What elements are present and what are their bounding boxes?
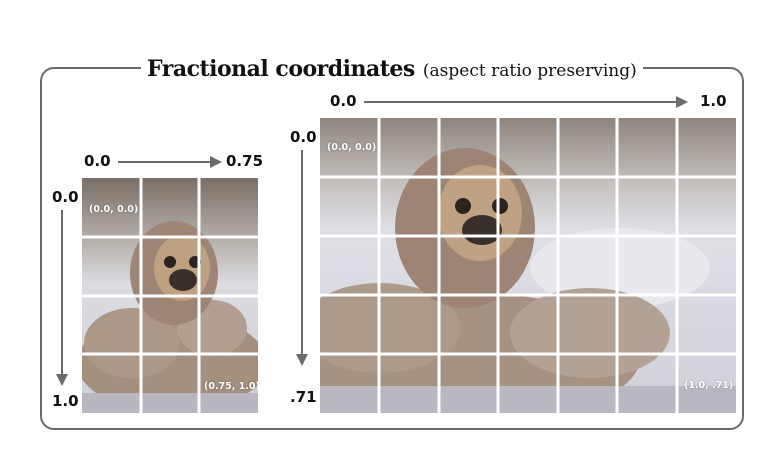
title-subtitle: (aspect ratio preserving) — [422, 61, 637, 81]
right-photo-grid: (0.0, 0.0) (1.0, .71) — [320, 118, 736, 413]
left-x-start-label: 0.0 — [84, 152, 111, 170]
left-photo-grid: (0.0, 0.0) (0.75, 1.0) — [82, 178, 258, 413]
right-x-start-label: 0.0 — [330, 92, 357, 110]
diagram-title: Fractional coordinates (aspect ratio pre… — [141, 52, 643, 86]
left-top-left-cell-label: (0.0, 0.0) — [89, 204, 139, 215]
left-y-axis-arrow — [56, 210, 68, 386]
right-y-axis-arrow — [296, 150, 308, 366]
pug-in-blanket-photo-icon — [82, 178, 258, 413]
right-grid-lines — [320, 118, 736, 413]
right-top-left-cell-label: (0.0, 0.0) — [327, 142, 377, 153]
right-y-start-label: 0.0 — [290, 128, 317, 146]
left-bottom-right-cell-label: (0.75, 1.0) — [204, 381, 258, 392]
right-x-end-label: 1.0 — [700, 92, 727, 110]
right-x-axis-arrow — [364, 96, 688, 108]
left-x-axis-arrow — [118, 156, 222, 168]
right-y-end-label: .71 — [290, 388, 317, 406]
right-bottom-right-cell-label: (1.0, .71) — [684, 380, 734, 391]
left-grid-lines — [82, 178, 258, 413]
left-y-start-label: 0.0 — [52, 188, 79, 206]
title-main: Fractional coordinates — [147, 56, 415, 82]
left-y-end-label: 1.0 — [52, 392, 79, 410]
left-x-end-label: 0.75 — [226, 152, 264, 170]
